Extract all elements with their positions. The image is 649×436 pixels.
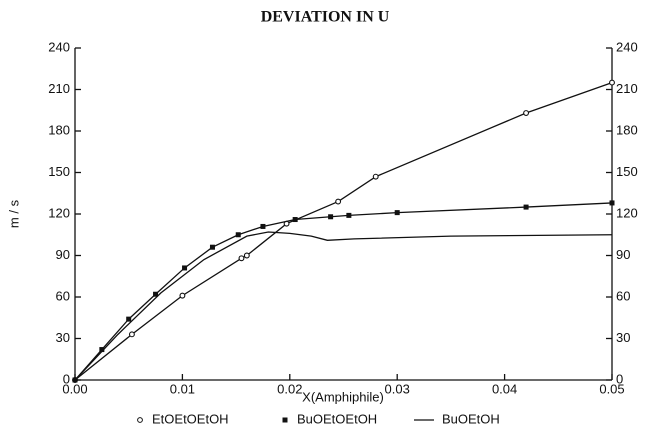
point	[260, 223, 266, 229]
legend-label: BuOEtOEtOH	[297, 411, 377, 426]
point	[372, 173, 379, 180]
series-line	[74, 81, 613, 381]
point	[128, 331, 135, 338]
point	[182, 265, 188, 271]
x-tick-label: 0.00	[62, 381, 87, 396]
legend-swatch	[282, 417, 288, 423]
point	[609, 200, 615, 206]
y2-tick-label: 60	[616, 288, 630, 303]
point	[328, 214, 334, 220]
point	[235, 232, 241, 238]
y2-tick-label: 30	[616, 330, 630, 345]
point	[209, 244, 215, 250]
point	[126, 316, 132, 322]
series-line	[74, 231, 613, 381]
point	[523, 110, 530, 116]
chart-title: DEVIATION IN U	[261, 9, 390, 26]
y-tick-label: 60	[56, 288, 70, 303]
y-tick-label: 0	[63, 371, 70, 386]
legend-swatch	[137, 417, 143, 423]
y2-tick-label: 180	[616, 122, 638, 137]
x-axis-label: X(Amphiphile)	[302, 389, 384, 404]
x-tick-label: 0.02	[277, 381, 302, 396]
point	[243, 252, 250, 259]
point	[335, 198, 342, 205]
y-tick-label: 120	[48, 205, 70, 220]
y2-tick-label: 90	[616, 247, 630, 262]
legend-label: BuOEtOH	[442, 411, 500, 426]
point	[292, 217, 298, 223]
legend-label: EtOEtOEtOH	[152, 411, 229, 426]
point	[238, 255, 245, 262]
x-tick-label: 0.04	[492, 381, 517, 396]
series-line	[74, 202, 613, 381]
point	[609, 79, 615, 86]
y2-tick-label: 150	[616, 164, 638, 179]
x-tick-label: 0.01	[170, 381, 195, 396]
y-tick-label: 210	[48, 81, 70, 96]
y-tick-label: 180	[48, 122, 70, 137]
y2-tick-label: 240	[616, 39, 638, 54]
point	[179, 292, 186, 299]
point	[523, 204, 529, 210]
y-tick-label: 90	[56, 247, 70, 262]
point	[346, 212, 352, 218]
y-axis-label: m / s	[6, 199, 21, 228]
y-tick-label: 150	[48, 164, 70, 179]
y2-tick-label: 0	[616, 371, 623, 386]
point	[394, 210, 400, 216]
y-tick-label: 240	[48, 39, 70, 54]
y-tick-label: 30	[56, 330, 70, 345]
point	[99, 347, 105, 353]
x-tick-label: 0.03	[385, 381, 410, 396]
y2-tick-label: 210	[616, 81, 638, 96]
x-tick-label: 0.05	[599, 381, 624, 396]
point	[153, 291, 159, 297]
y2-tick-label: 120	[616, 205, 638, 220]
